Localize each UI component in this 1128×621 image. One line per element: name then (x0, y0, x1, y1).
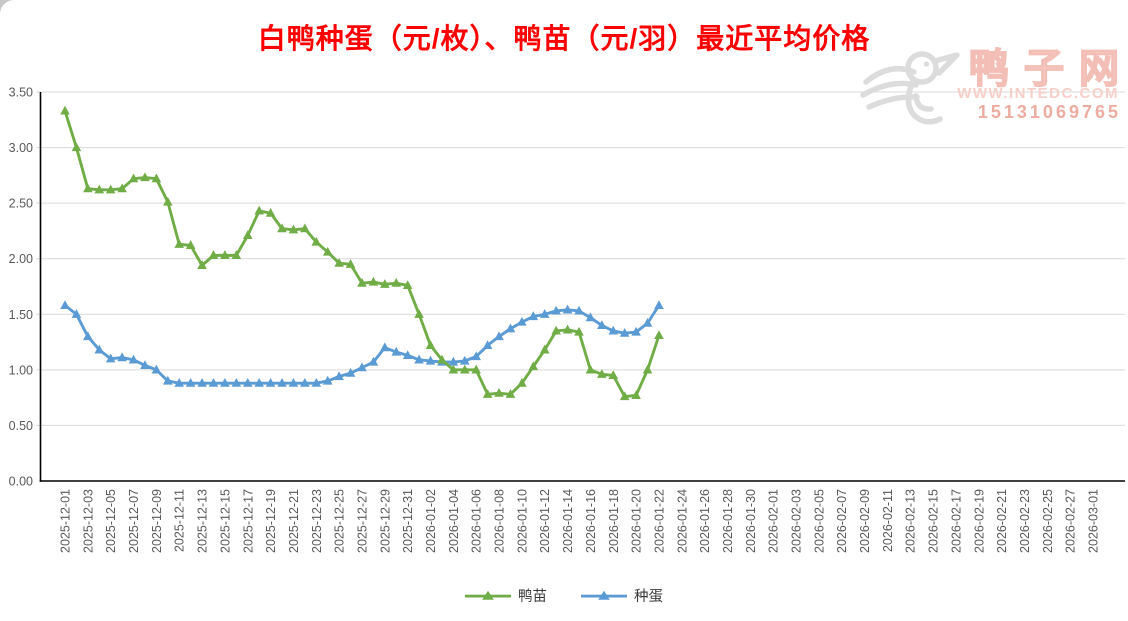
svg-text:2026-02-19: 2026-02-19 (972, 489, 986, 553)
svg-text:2026-03-01: 2026-03-01 (1087, 489, 1101, 553)
svg-text:2025-12-07: 2025-12-07 (127, 489, 141, 553)
svg-text:2.00: 2.00 (9, 252, 33, 266)
legend-item-breeding-egg: 种蛋 (581, 585, 663, 606)
duckling-series-swatch-icon (465, 590, 511, 600)
x-axis-labels: 2025-12-01 2025-12-03 2025-12-05 2025-12-07… (59, 489, 1101, 553)
svg-text:2026-01-28: 2026-01-28 (721, 489, 735, 553)
svg-text:2026-02-03: 2026-02-03 (790, 489, 804, 553)
svg-text:2026-01-08: 2026-01-08 (493, 489, 507, 553)
svg-text:2025-12-21: 2025-12-21 (287, 489, 301, 553)
svg-text:2026-01-06: 2026-01-06 (470, 489, 484, 553)
svg-text:3.00: 3.00 (9, 141, 33, 155)
svg-text:2025-12-15: 2025-12-15 (218, 489, 232, 553)
svg-text:1.50: 1.50 (9, 308, 33, 322)
svg-text:2026-01-18: 2026-01-18 (607, 489, 621, 553)
legend-label-duckling: 鸭苗 (518, 589, 547, 605)
svg-text:2026-02-09: 2026-02-09 (858, 489, 872, 553)
svg-text:2026-01-16: 2026-01-16 (584, 489, 598, 553)
svg-text:2025-12-25: 2025-12-25 (333, 489, 347, 553)
svg-text:2026-01-12: 2026-01-12 (538, 489, 552, 553)
svg-text:2026-02-05: 2026-02-05 (812, 489, 826, 553)
svg-text:2026-02-15: 2026-02-15 (927, 489, 941, 553)
svg-text:2025-12-09: 2025-12-09 (150, 489, 164, 553)
svg-text:1.00: 1.00 (9, 363, 33, 377)
svg-text:2.50: 2.50 (9, 197, 33, 211)
svg-text:2026-01-10: 2026-01-10 (515, 489, 529, 553)
svg-text:2025-12-01: 2025-12-01 (59, 489, 73, 553)
chart-title: 白鸭种蛋（元/枚）、鸭苗（元/羽）最近平均价格 (257, 23, 871, 54)
svg-text:2025-12-23: 2025-12-23 (310, 489, 324, 553)
svg-text:2026-01-30: 2026-01-30 (744, 489, 758, 553)
svg-text:2026-01-02: 2026-01-02 (424, 489, 438, 553)
svg-text:2026-02-07: 2026-02-07 (835, 489, 849, 553)
svg-text:2025-12-17: 2025-12-17 (241, 489, 255, 553)
legend-label-breeding-egg: 种蛋 (634, 589, 663, 605)
svg-text:2025-12-05: 2025-12-05 (104, 489, 118, 553)
svg-text:2026-01-22: 2026-01-22 (652, 489, 666, 553)
chart-legend: 鸭苗 种蛋 (0, 585, 1128, 606)
svg-text:2026-02-01: 2026-02-01 (767, 489, 781, 553)
svg-text:2026-01-26: 2026-01-26 (698, 489, 712, 553)
svg-text:2026-01-14: 2026-01-14 (561, 489, 575, 553)
y-axis-labels: 0.00 0.50 1.00 1.50 2.00 2.50 3.00 3.50 (9, 86, 33, 489)
svg-text:2025-12-03: 2025-12-03 (81, 489, 95, 553)
svg-text:2026-01-24: 2026-01-24 (675, 489, 689, 553)
series-breeding-egg (60, 300, 664, 387)
svg-text:2026-02-17: 2026-02-17 (949, 489, 963, 553)
svg-text:2025-12-19: 2025-12-19 (264, 489, 278, 553)
svg-text:2026-02-11: 2026-02-11 (881, 489, 895, 552)
svg-text:2025-12-27: 2025-12-27 (355, 489, 369, 553)
svg-text:2026-02-25: 2026-02-25 (1041, 489, 1055, 553)
svg-text:2025-12-13: 2025-12-13 (196, 489, 210, 553)
svg-text:2026-02-21: 2026-02-21 (995, 489, 1009, 553)
series-duckling (60, 105, 664, 401)
svg-text:2026-02-23: 2026-02-23 (1018, 489, 1032, 553)
svg-text:2025-12-29: 2025-12-29 (378, 489, 392, 553)
svg-text:2025-12-31: 2025-12-31 (401, 489, 415, 553)
breeding-egg-series-swatch-icon (581, 590, 627, 600)
svg-text:3.50: 3.50 (9, 86, 33, 100)
svg-text:0.00: 0.00 (9, 475, 33, 489)
svg-text:2026-02-13: 2026-02-13 (904, 489, 918, 553)
svg-text:0.50: 0.50 (9, 419, 33, 433)
legend-item-duckling: 鸭苗 (465, 585, 547, 606)
svg-text:2025-12-11: 2025-12-11 (173, 489, 187, 552)
svg-text:2026-02-27: 2026-02-27 (1064, 489, 1078, 553)
svg-text:2026-01-20: 2026-01-20 (630, 489, 644, 553)
svg-text:2026-01-04: 2026-01-04 (447, 489, 461, 553)
